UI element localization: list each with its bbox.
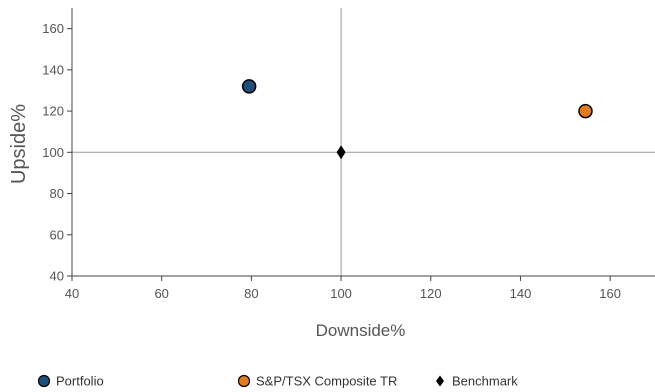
- reference-lines: [72, 8, 655, 276]
- y-tick-label: 140: [42, 62, 64, 77]
- y-tick-label: 80: [50, 186, 64, 201]
- x-tick-label: 160: [599, 286, 621, 301]
- benchmark-legend-label: Benchmark: [452, 374, 518, 389]
- y-tick-label: 120: [42, 104, 64, 119]
- x-tick-label: 120: [420, 286, 442, 301]
- y-axis-title: Upside%: [8, 104, 30, 184]
- s-p-tsx-composite-tr-legend-label: S&P/TSX Composite TR: [256, 374, 397, 389]
- x-tick-label: 60: [154, 286, 168, 301]
- x-axis-ticks: 40 60 80 100 120 140 160: [65, 276, 621, 301]
- x-axis-title: Downside%: [316, 321, 406, 340]
- x-tick-label: 80: [244, 286, 258, 301]
- portfolio-legend-marker: [37, 374, 51, 388]
- axes: [71, 8, 655, 277]
- benchmark-legend-marker: [436, 375, 444, 387]
- legend: Portfolio S&P/TSX Composite TR Benchmark: [37, 374, 518, 389]
- s-p-tsx-composite-tr-legend-marker: [237, 374, 251, 388]
- y-tick-label: 40: [50, 269, 64, 284]
- data-points: [241, 79, 593, 160]
- y-tick-label: 100: [42, 145, 64, 160]
- y-tick-label: 60: [50, 227, 64, 242]
- x-tick-label: 140: [510, 286, 532, 301]
- benchmark-point: [336, 145, 346, 160]
- portfolio-point: [241, 79, 257, 94]
- y-axis-ticks: 40 60 80 100 120 140 160: [42, 21, 72, 284]
- s-p-tsx-composite-tr-point: [578, 103, 593, 119]
- portfolio-legend-label: Portfolio: [56, 374, 104, 389]
- x-tick-label: 100: [330, 286, 352, 301]
- y-tick-label: 160: [42, 21, 64, 36]
- x-tick-label: 40: [65, 286, 79, 301]
